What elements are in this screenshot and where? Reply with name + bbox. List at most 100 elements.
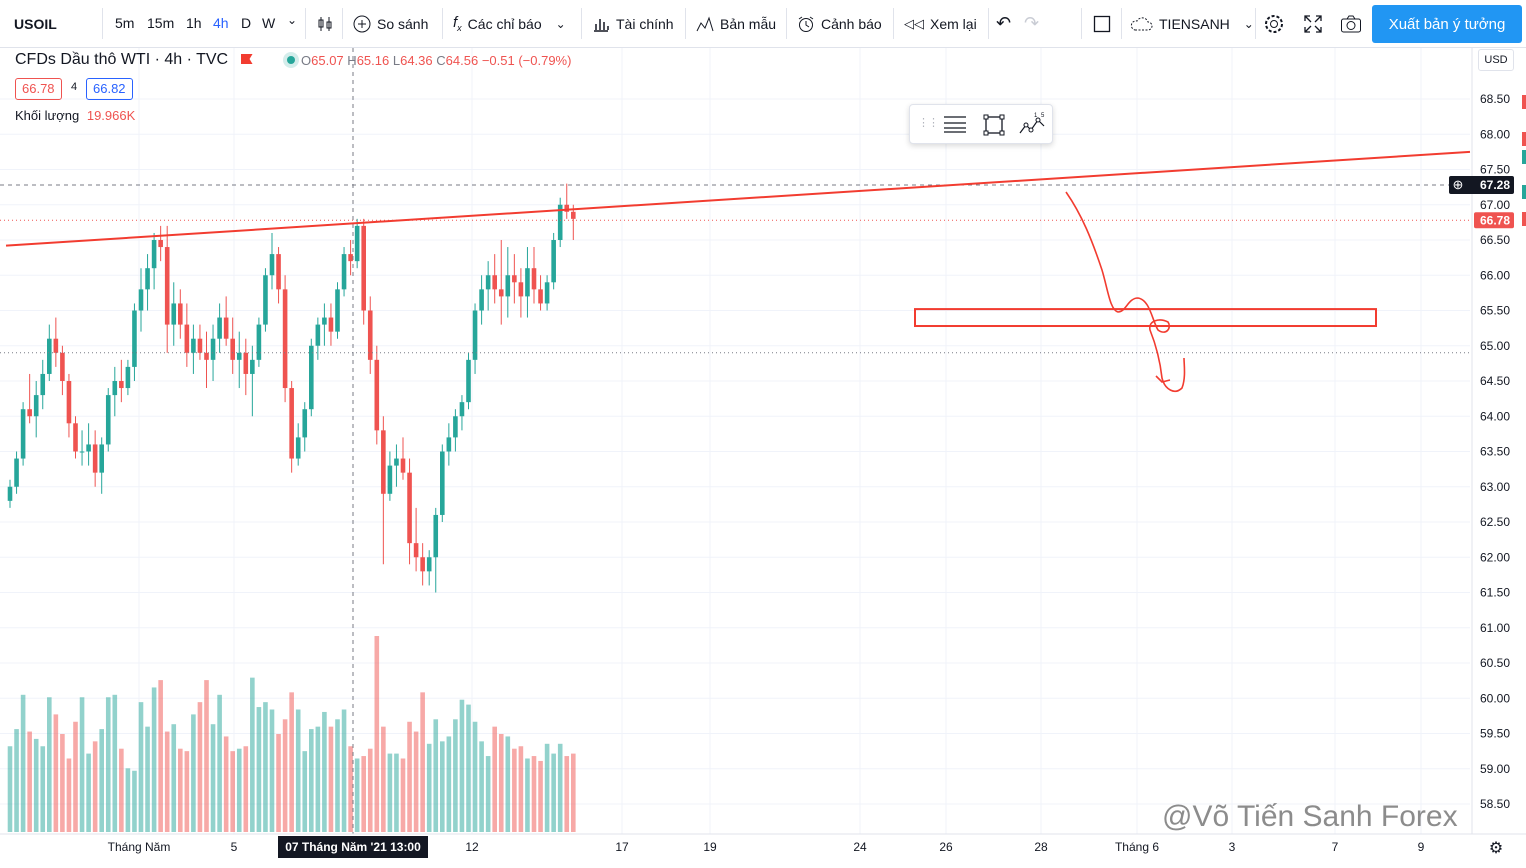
candle-body xyxy=(178,303,183,325)
price-axis[interactable]: 68.50 68.00 67.50 67.00 66.50 66.00 65.50 65.00… xyxy=(1449,48,1526,834)
volume-bar xyxy=(47,697,52,832)
price-tick-label: 60.00 xyxy=(1480,691,1510,705)
drag-handle-icon[interactable]: ⋮⋮ xyxy=(918,117,939,129)
fx-icon: fx xyxy=(453,14,462,33)
candle-body xyxy=(197,338,203,353)
chevron-down-icon[interactable]: ⌄ xyxy=(287,13,298,27)
rewind-icon: ◁◁ xyxy=(904,15,924,31)
ohlc-values: O65.07 H65.16 L64.36 C64.56 −0.51 (−0.79… xyxy=(301,53,571,68)
chevron-down-icon[interactable]: ⌄ xyxy=(555,16,566,31)
plus-circle-icon: ⊕ xyxy=(1453,177,1464,192)
candle-body xyxy=(53,338,59,353)
trendline xyxy=(5,150,1471,247)
price-tick-label: 61.50 xyxy=(1480,586,1510,600)
volume-bar xyxy=(164,731,170,832)
close-label: C xyxy=(436,53,446,68)
volume-bar xyxy=(276,734,281,832)
candle-body xyxy=(564,204,570,212)
volume-bar xyxy=(138,702,144,832)
redo-icon[interactable]: ↷ xyxy=(1024,13,1040,33)
templates-button[interactable]: Bản mẫu xyxy=(696,0,776,47)
fullscreen-button[interactable] xyxy=(1303,0,1323,47)
price-tick-label: 61.00 xyxy=(1480,621,1510,635)
rectangle-tool-icon[interactable] xyxy=(982,113,1006,137)
timeframe-5m[interactable]: 5m xyxy=(115,15,135,31)
top-toolbar: USOIL 5m 15m 1h 4h D W ⌄ So sánh fx Các … xyxy=(0,0,1526,48)
compare-button[interactable]: So sánh xyxy=(353,0,428,47)
layout-name-label: TIENSANH xyxy=(1159,15,1230,32)
divider xyxy=(1121,8,1122,39)
volume-bar xyxy=(531,756,537,832)
currency-button[interactable]: USD xyxy=(1478,49,1514,71)
replay-button[interactable]: ◁◁ Xem lại xyxy=(904,0,977,47)
alarm-clock-icon xyxy=(798,16,814,32)
volume-bar xyxy=(374,636,380,832)
volume-bar xyxy=(440,741,445,832)
volume-bar xyxy=(282,719,288,832)
chart-type-button[interactable] xyxy=(316,0,334,47)
last-price-badge xyxy=(1474,212,1514,229)
ask-price-button[interactable]: 66.82 xyxy=(86,78,133,100)
volume-bar xyxy=(151,687,157,832)
flag-icon[interactable] xyxy=(240,54,253,64)
volume-bar xyxy=(387,753,393,832)
candle-body xyxy=(466,359,471,403)
candle-body xyxy=(394,458,399,466)
settings-button[interactable] xyxy=(1263,0,1285,47)
volume-bar xyxy=(564,756,570,832)
undo-icon[interactable]: ↶ xyxy=(996,13,1012,33)
publish-idea-button[interactable]: Xuất bản ý tưởng xyxy=(1372,5,1522,43)
volume-bar xyxy=(361,756,366,832)
expand-icon xyxy=(1304,14,1322,33)
chart-pane[interactable]: 68.50 68.00 67.50 67.00 66.50 66.00 65.50 65.00… xyxy=(0,48,1526,868)
volume-bar xyxy=(243,746,249,832)
candle-body xyxy=(420,557,425,572)
timeframe-1h[interactable]: 1h xyxy=(186,15,202,31)
symbol-search-button[interactable]: USOIL xyxy=(14,15,57,32)
timeframe-d[interactable]: D xyxy=(241,15,252,31)
snapshot-button[interactable] xyxy=(1340,0,1362,47)
volume-bar xyxy=(459,699,465,832)
candle-body xyxy=(381,430,386,494)
candle-body xyxy=(125,366,131,389)
candle-body xyxy=(335,289,340,332)
chevron-down-icon[interactable]: ⌄ xyxy=(1243,16,1254,31)
plus-circle-icon xyxy=(353,15,371,32)
alert-button[interactable]: Cảnh báo xyxy=(797,0,882,47)
financials-button[interactable]: Tài chính xyxy=(592,0,674,47)
candle-body xyxy=(47,338,52,374)
templates-label: Bản mẫu xyxy=(720,15,777,32)
time-axis[interactable]: Tháng Năm 5 12 17 19 24 26 28 Tháng 6 3 7 9 ⚙ xyxy=(0,833,1526,857)
divider xyxy=(1255,8,1256,39)
layout-menu-button[interactable]: TIENSANH ⌄ xyxy=(1129,0,1254,47)
candle-body xyxy=(295,437,301,459)
candles-icon xyxy=(318,16,332,31)
candle-body xyxy=(236,352,242,360)
price-chart[interactable]: 68.50 68.00 67.50 67.00 66.50 66.00 65.50 65.00… xyxy=(0,48,1526,868)
price-tick-label: 65.50 xyxy=(1480,304,1510,318)
timeframe-4h[interactable]: 4h xyxy=(213,15,229,31)
price-tick-label: 60.50 xyxy=(1480,656,1510,670)
scale-marker xyxy=(1522,95,1526,109)
line-style-icon[interactable] xyxy=(942,113,968,135)
bid-price-button[interactable]: 66.78 xyxy=(15,78,62,100)
timeframe-w[interactable]: W xyxy=(262,15,276,31)
timeframe-15m[interactable]: 15m xyxy=(147,15,175,31)
volume-bar xyxy=(263,702,268,832)
volume-bar xyxy=(328,726,334,832)
template-icon xyxy=(696,15,714,31)
fullscreen-layout-button[interactable] xyxy=(1093,0,1111,47)
alert-label: Cảnh báo xyxy=(821,15,882,32)
volume-bar xyxy=(204,680,209,832)
candle-body xyxy=(512,275,517,283)
volume-bar xyxy=(158,680,163,832)
series-title-text: CFDs Dầu thô WTI · 4h · TVC xyxy=(15,51,229,68)
candle-body xyxy=(551,240,556,283)
square-icon xyxy=(1093,15,1111,32)
price-tick-label: 63.50 xyxy=(1480,445,1510,459)
support-zone-rectangle xyxy=(914,308,1377,328)
volume-bar xyxy=(210,724,216,832)
divider xyxy=(988,8,989,39)
indicators-button[interactable]: fx Các chỉ báo ⌄ xyxy=(453,0,566,47)
